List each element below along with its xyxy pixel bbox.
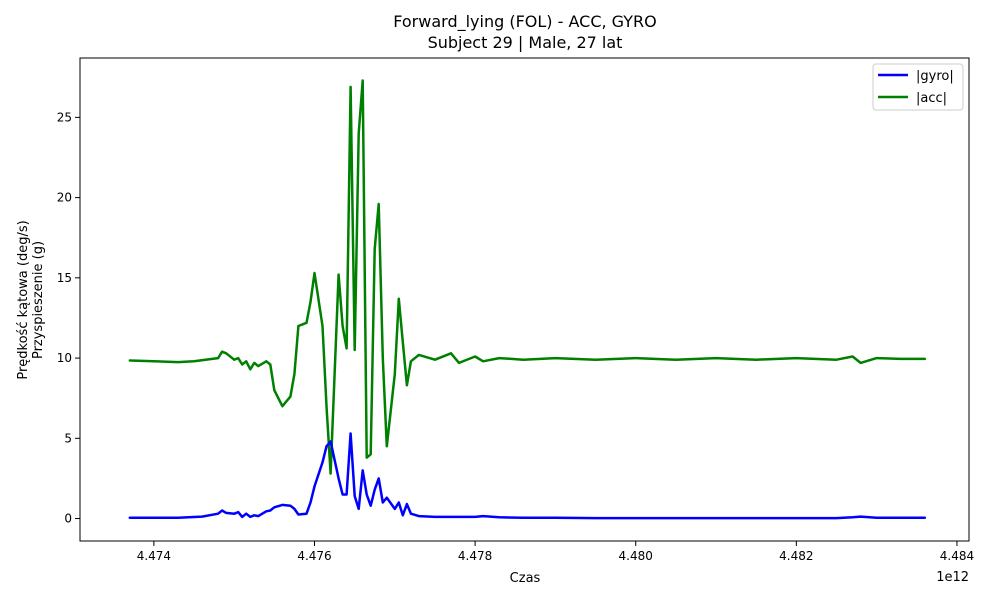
y-tick-label: 0 <box>64 512 72 526</box>
x-axis-offset: 1e12 <box>936 570 969 585</box>
y-tick-label: 15 <box>57 271 72 285</box>
chart-title: Forward_lying (FOL) - ACC, GYRO <box>393 12 657 32</box>
x-tick-label: 4.484 <box>940 549 974 563</box>
y-axis-label: Prędkość kątowa (deg/s) <box>16 220 31 379</box>
y-tick-label: 25 <box>57 110 72 124</box>
x-tick-label: 4.480 <box>619 549 653 563</box>
x-tick-label: 4.482 <box>779 549 813 563</box>
series-lines <box>128 79 927 520</box>
legend-label-acc: |acc| <box>916 91 947 106</box>
x-tick-label: 4.476 <box>297 549 331 563</box>
chart-subtitle: Subject 29 | Male, 27 lat <box>428 33 623 52</box>
y-axis: 0 5 10 15 20 25 <box>57 110 80 526</box>
y-tick-label: 5 <box>64 431 72 445</box>
series-line-acc <box>128 79 927 475</box>
y-tick-label: 10 <box>57 351 72 365</box>
legend: |gyro| |acc| <box>872 63 964 111</box>
plot-area <box>79 57 970 542</box>
x-tick-label: 4.474 <box>137 549 171 563</box>
legend-label-gyro: |gyro| <box>916 69 954 84</box>
series-line-gyro <box>128 432 927 520</box>
axes-frame <box>79 57 970 542</box>
y-tick-label: 20 <box>57 191 72 205</box>
x-axis-label: Czas <box>510 571 541 586</box>
x-tick-label: 4.478 <box>458 549 492 563</box>
y-axis-label-2: Przyspieszenie (g) <box>31 241 46 359</box>
x-axis: 4.474 4.476 4.478 4.480 4.482 4.484 <box>137 541 974 563</box>
